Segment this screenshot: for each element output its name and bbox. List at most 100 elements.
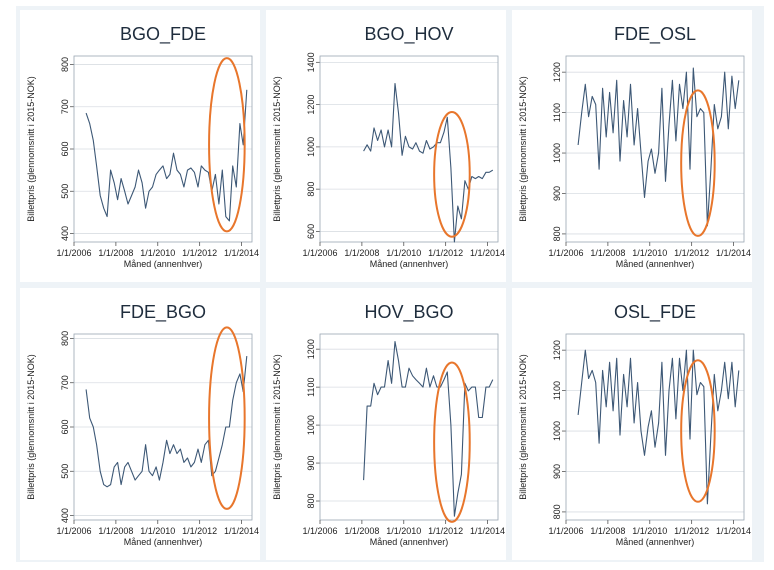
plot-frame (73, 333, 253, 521)
highlight-ellipse (208, 326, 246, 510)
y-tick-label: 1100 (552, 381, 562, 400)
x-tick-label: 1/1/2008 (344, 248, 379, 258)
y-tick-label: 500 (60, 184, 70, 199)
y-axis-label: Billettpris (glennomsnitt i 2015-NOK) (272, 354, 282, 500)
x-tick-label: 1/1/2006 (548, 248, 583, 258)
x-tick-label: 1/1/2006 (548, 526, 583, 536)
highlight-ellipse (433, 361, 471, 523)
highlight-ellipse (680, 89, 716, 237)
y-tick-label: 800 (552, 226, 562, 241)
series-line (85, 89, 248, 222)
series-line (363, 341, 494, 517)
x-tick-label: 1/1/2010 (386, 248, 421, 258)
y-tick-label: 800 (306, 494, 316, 509)
x-tick-label: 1/1/2014 (470, 248, 505, 258)
panel-background (512, 10, 752, 282)
x-axis-label: Måned (annenhver) (124, 259, 203, 269)
y-axis-label: Billettpris (glennomsnitt i 2015-NOK) (272, 76, 282, 222)
y-tick-label: 1000 (552, 143, 562, 163)
highlight-ellipse (208, 57, 246, 233)
chart-panel: FDE_BGO 400 500 600 700 800 1/1/2006 1/1/2008 1/… (20, 288, 260, 560)
y-tick-label: 1000 (552, 421, 562, 441)
x-tick-label: 1/1/2014 (224, 248, 259, 258)
chart-panel: BGO_FDE 400 500 600 700 800 1/1/2006 1/1/2008 1/… (20, 10, 260, 282)
x-axis-label: Måned (annenhver) (616, 537, 695, 547)
y-tick-label: 800 (60, 331, 70, 346)
y-tick-label: 800 (552, 504, 562, 519)
x-tick-label: 1/1/2012 (182, 526, 217, 536)
x-tick-label: 1/1/2010 (140, 526, 175, 536)
y-tick-label: 1200 (306, 339, 316, 359)
y-axis-label: Billettpris (glennomsnitt i 2015-NOK) (26, 354, 36, 500)
x-tick-label: 1/1/2006 (56, 248, 91, 258)
y-tick-label: 1100 (306, 377, 316, 396)
panel-background (266, 10, 506, 282)
y-tick-label: 800 (306, 182, 316, 197)
x-tick-label: 1/1/2010 (632, 526, 667, 536)
plot-frame (565, 333, 745, 521)
x-tick-label: 1/1/2008 (344, 526, 379, 536)
x-tick-label: 1/1/2012 (674, 526, 709, 536)
x-tick-label: 1/1/2012 (674, 248, 709, 258)
y-tick-label: 1100 (552, 103, 562, 122)
series-line (363, 82, 494, 243)
y-tick-label: 1200 (552, 340, 562, 360)
x-tick-label: 1/1/2008 (98, 526, 133, 536)
chart-panel: OSL_FDE 800 900 1000 1100 1200 1/1/2006 1/1/200… (512, 288, 752, 560)
x-tick-label: 1/1/2008 (590, 248, 625, 258)
x-tick-label: 1/1/2012 (182, 248, 217, 258)
y-tick-label: 1000 (306, 137, 316, 157)
x-tick-label: 1/1/2010 (632, 248, 667, 258)
x-tick-label: 1/1/2012 (428, 526, 463, 536)
y-tick-label: 600 (60, 419, 70, 434)
panel-background (512, 288, 752, 560)
chart-panel: BGO_HOV 600 800 1000 1200 1400 1/1/2006 1/1/200… (266, 10, 506, 282)
x-tick-label: 1/1/2012 (428, 248, 463, 258)
x-axis-label: Måned (annenhver) (370, 537, 449, 547)
highlight-ellipse (433, 111, 471, 238)
chart-panel: HOV_BGO 800 900 1000 1100 1200 1/1/2006 1/1/200… (266, 288, 506, 560)
y-axis-label: Billettpris (glennomsnitt i 2015-NOK) (26, 76, 36, 222)
y-tick-label: 400 (60, 226, 70, 241)
series-line (85, 356, 248, 488)
y-tick-label: 1200 (306, 95, 316, 115)
panel-background (266, 288, 506, 560)
x-tick-label: 1/1/2006 (302, 526, 337, 536)
y-tick-label: 500 (60, 464, 70, 479)
plot-frame (319, 55, 499, 243)
y-axis-label: Billettpris (glennomsnitt i 2015-NOK) (518, 76, 528, 222)
plot-frame (565, 55, 745, 243)
y-tick-label: 800 (60, 57, 70, 72)
plot-frame (319, 333, 499, 521)
x-axis-label: Måned (annenhver) (124, 537, 203, 547)
chart-title: FDE_BGO (120, 302, 206, 323)
y-tick-label: 700 (60, 99, 70, 114)
x-tick-label: 1/1/2014 (224, 526, 259, 536)
x-tick-label: 1/1/2008 (590, 526, 625, 536)
chart-panel: FDE_OSL 800 900 1000 1100 1200 1/1/2006 1/1/200… (512, 10, 752, 282)
x-tick-label: 1/1/2014 (470, 526, 505, 536)
series-line (577, 349, 740, 505)
y-tick-label: 400 (60, 508, 70, 523)
y-tick-label: 900 (552, 186, 562, 201)
y-tick-label: 900 (306, 456, 316, 471)
highlight-ellipse (680, 359, 716, 503)
y-tick-label: 600 (306, 224, 316, 239)
chart-title: OSL_FDE (614, 302, 696, 323)
x-tick-label: 1/1/2008 (98, 248, 133, 258)
x-tick-label: 1/1/2014 (716, 526, 751, 536)
chart-panels: BGO_FDE 400 500 600 700 800 1/1/2006 1/1/2008 1/… (20, 10, 752, 560)
y-axis-label: Billettpris (glennomsnitt i 2015-NOK) (518, 354, 528, 500)
chart-title: BGO_FDE (120, 24, 206, 45)
y-tick-label: 1000 (306, 415, 316, 435)
x-tick-label: 1/1/2010 (386, 526, 421, 536)
x-tick-label: 1/1/2006 (56, 526, 91, 536)
y-tick-label: 700 (60, 375, 70, 390)
series-line (577, 67, 740, 227)
chart-title: BGO_HOV (364, 24, 453, 45)
chart-title: HOV_BGO (364, 302, 453, 323)
x-axis-label: Måned (annenhver) (616, 259, 695, 269)
x-tick-label: 1/1/2010 (140, 248, 175, 258)
x-axis-label: Måned (annenhver) (370, 259, 449, 269)
